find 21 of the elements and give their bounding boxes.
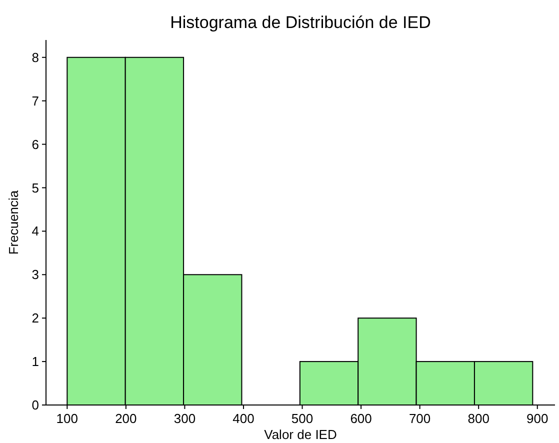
chart-title: Histograma de Distribución de IED [170,13,431,32]
y-tick-label: 5 [32,180,39,196]
x-tick-label: 300 [174,411,196,426]
x-tick-label: 800 [468,411,490,426]
y-tick-label: 0 [32,398,39,413]
y-tick-label: 3 [32,267,39,282]
y-tick-label: 2 [32,310,39,326]
x-tick-label: 200 [115,411,137,426]
y-tick-label: 6 [32,136,39,152]
y-tick-label: 1 [32,354,39,370]
x-tick-label: 900 [526,411,548,426]
x-tick-label: 600 [350,411,372,426]
x-tick-label: 500 [291,411,314,426]
y-tick-label: 4 [32,224,39,239]
x-axis-title: Valor de IED [264,427,337,442]
x-tick-label: 400 [232,411,254,426]
x-tick-label: 100 [56,411,78,426]
y-tick-label: 8 [32,50,39,65]
y-axis-title: Frecuencia [6,190,21,255]
x-tick-label: 700 [408,411,431,426]
y-tick-label: 7 [32,93,39,108]
